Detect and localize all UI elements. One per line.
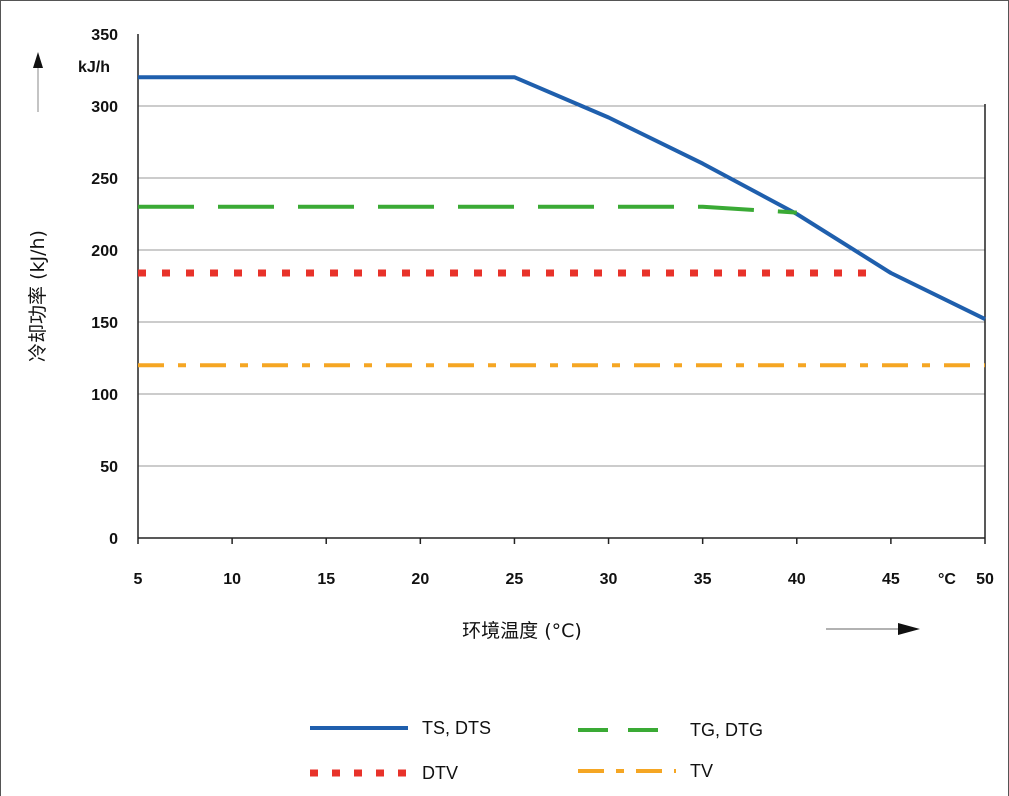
x-tick-25: 25 <box>506 571 524 588</box>
grid-lines <box>137 34 986 539</box>
x-axis-title: 环境温度 (°C) <box>462 620 582 642</box>
x-tick-30: 30 <box>600 571 618 588</box>
y-axis-arrow-head <box>33 52 43 68</box>
y-tick-350: 350 <box>91 27 118 44</box>
y-tick-labels: 0 50 100 150 200 250 300 350 <box>91 27 118 548</box>
legend-label-4: TV <box>690 761 713 781</box>
x-tick-15: 15 <box>317 571 335 588</box>
x-tick-45: 45 <box>882 571 900 588</box>
series-line-2 <box>138 204 797 215</box>
y-tick-150: 150 <box>91 315 118 332</box>
legend-label-3: DTV <box>422 763 458 783</box>
y-tick-200: 200 <box>91 243 118 260</box>
x-tick-40: 40 <box>788 571 806 588</box>
y-unit-label: kJ/h <box>78 59 110 76</box>
y-tick-300: 300 <box>91 99 118 116</box>
x-tick-labels: 5 10 15 20 25 30 35 40 45 50 <box>134 538 994 588</box>
series-lines <box>138 75 986 368</box>
y-tick-250: 250 <box>91 171 118 188</box>
legend-label-2: TG, DTG <box>690 720 763 740</box>
x-axis-arrow-head <box>898 623 920 635</box>
legend-label-1: TS, DTS <box>422 718 491 738</box>
y-tick-100: 100 <box>91 387 118 404</box>
series-line-1 <box>138 75 986 321</box>
x-unit-label: °C <box>938 571 956 588</box>
legend: TS, DTS TG, DTG DTV TV <box>310 718 763 783</box>
y-tick-0: 0 <box>109 531 118 548</box>
x-tick-5: 5 <box>134 571 143 588</box>
y-tick-50: 50 <box>100 459 118 476</box>
x-tick-10: 10 <box>223 571 241 588</box>
x-tick-20: 20 <box>411 571 429 588</box>
y-axis-title: 冷却功率 (kJ/h) <box>27 230 49 362</box>
x-tick-35: 35 <box>694 571 712 588</box>
x-tick-50: 50 <box>976 571 994 588</box>
